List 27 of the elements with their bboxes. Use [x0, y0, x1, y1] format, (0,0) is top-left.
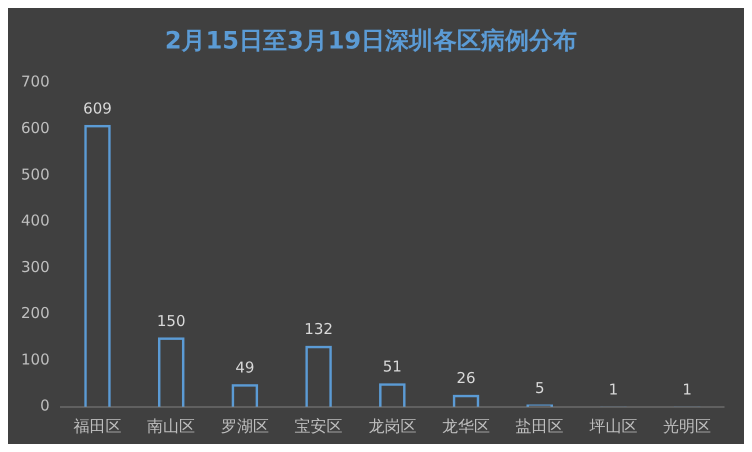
- chart-title: 2月15日至3月19日深圳各区病例分布: [164, 26, 578, 55]
- y-tick-label: 400: [20, 212, 50, 230]
- y-tick-label: 0: [40, 396, 50, 415]
- x-tick-label: 龙岗区: [368, 416, 416, 436]
- x-tick-label: 南山区: [147, 416, 196, 436]
- x-tick-label: 福田区: [73, 416, 122, 436]
- y-tick-label: 200: [20, 304, 50, 322]
- data-label: 26: [456, 369, 476, 388]
- x-tick-label: 坪山区: [588, 416, 638, 436]
- x-tick-label: 盐田区: [516, 416, 564, 436]
- data-label: 1: [608, 380, 618, 399]
- data-label: 5: [534, 378, 545, 397]
- data-label: 150: [156, 312, 186, 330]
- y-tick-label: 700: [20, 72, 50, 91]
- y-tick-label: 600: [20, 118, 50, 137]
- x-tick-label: 龙华区: [442, 416, 490, 436]
- data-label: 609: [83, 99, 112, 118]
- x-tick-label: 光明区: [663, 416, 712, 436]
- y-tick-label: 100: [20, 350, 50, 368]
- data-label: 132: [304, 320, 333, 338]
- x-tick-label: 宝安区: [294, 416, 343, 436]
- data-label: 49: [235, 358, 254, 377]
- data-label: 1: [682, 380, 692, 399]
- x-tick-label: 罗湖区: [220, 416, 269, 436]
- y-tick-label: 500: [20, 165, 50, 184]
- y-tick-label: 300: [20, 258, 50, 276]
- data-label: 51: [382, 358, 402, 376]
